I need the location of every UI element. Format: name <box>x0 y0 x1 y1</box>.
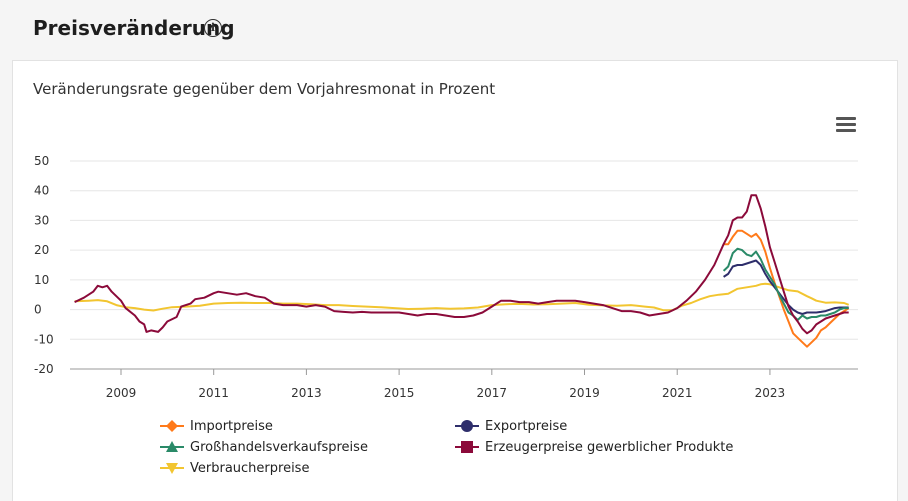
legend-marker <box>461 441 473 453</box>
x-tick-label: 2021 <box>662 386 693 400</box>
legend-marker <box>166 463 178 474</box>
y-tick-label: 10 <box>34 273 49 287</box>
y-tick-label: 20 <box>34 243 49 257</box>
x-tick-label: 2015 <box>384 386 415 400</box>
hamburger-menu-icon[interactable] <box>836 117 856 133</box>
x-tick-label: 2023 <box>755 386 786 400</box>
legend-marker <box>166 441 178 452</box>
y-tick-label: 50 <box>34 154 49 168</box>
y-tick-label: 0 <box>34 303 42 317</box>
x-tick-label: 2019 <box>569 386 600 400</box>
x-tick-label: 2017 <box>477 386 508 400</box>
y-tick-label: -10 <box>34 332 54 346</box>
chart-card <box>12 60 898 501</box>
legend-label[interactable]: Großhandelsverkaufspreise <box>190 440 368 455</box>
series-line <box>722 247 849 321</box>
legend-label[interactable]: Exportpreise <box>485 419 567 434</box>
legend-label[interactable]: Verbraucherpreise <box>190 461 309 476</box>
chart-subtitle: Veränderungsrate gegenüber dem Vorjahres… <box>33 80 496 98</box>
legend-label[interactable]: Importpreise <box>190 419 273 434</box>
legend-label[interactable]: Erzeugerpreise gewerblicher Produkte <box>485 440 733 455</box>
y-tick-label: 40 <box>34 184 49 198</box>
card-header <box>0 0 908 60</box>
x-tick-label: 2013 <box>291 386 322 400</box>
series-line <box>74 194 849 335</box>
series-line <box>723 229 850 348</box>
chart-title: Preisveränderung <box>33 16 235 40</box>
x-tick-label: 2011 <box>198 386 229 400</box>
series-line <box>74 282 850 312</box>
info-icon[interactable]: i <box>204 19 222 37</box>
legend-marker <box>461 420 473 432</box>
x-tick-label: 2009 <box>106 386 137 400</box>
legend-marker <box>166 420 178 432</box>
y-tick-label: -20 <box>34 362 54 376</box>
y-tick-label: 30 <box>34 213 49 227</box>
